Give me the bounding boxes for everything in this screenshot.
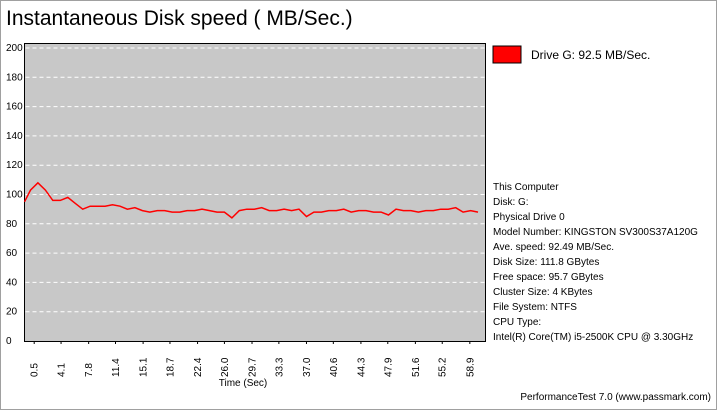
- x-tick-label: 18.7: [165, 357, 176, 377]
- x-tick-label: 44.3: [356, 357, 367, 377]
- y-tick-label: 160: [6, 102, 23, 113]
- x-tick-label: 22.4: [193, 357, 204, 377]
- x-tick-label: 40.6: [329, 357, 340, 377]
- data-line: [23, 181, 479, 219]
- info-line: Disk: G:: [493, 197, 529, 208]
- x-axis-label: Time (Sec): [219, 378, 268, 389]
- y-tick-label: 180: [6, 72, 23, 83]
- x-tick-label: 15.1: [139, 357, 150, 377]
- x-tick-label: 11.4: [111, 358, 122, 377]
- x-tick-label: 33.3: [274, 357, 285, 377]
- x-tick-label: 55.2: [438, 357, 449, 377]
- plot-area: [24, 43, 486, 342]
- info-line: Disk Size: 111.8 GBytes: [493, 257, 599, 268]
- x-tick-label: 7.8: [84, 363, 95, 377]
- y-tick-label: 100: [6, 190, 23, 201]
- info-line: This Computer: [493, 182, 559, 193]
- x-tick-label: 26.0: [220, 357, 231, 377]
- info-line: Ave. speed: 92.49 MB/Sec.: [493, 242, 614, 253]
- legend-label: Drive G: 92.5 MB/Sec.: [531, 48, 650, 62]
- y-tick-label: 40: [6, 277, 18, 288]
- x-tick-label: 58.9: [465, 357, 476, 377]
- chart-title: Instantaneous Disk speed ( MB/Sec.): [6, 7, 353, 30]
- y-tick-label: 80: [6, 219, 18, 230]
- x-tick-label: 37.0: [302, 357, 313, 377]
- legend-swatch: [492, 45, 522, 64]
- info-line: Intel(R) Core(TM) i5-2500K CPU @ 3.30GHz: [493, 332, 693, 343]
- y-tick-label: 120: [6, 160, 23, 171]
- footer: PerformanceTest 7.0 (www.passmark.com): [520, 392, 711, 403]
- y-tick-label: 0: [6, 336, 12, 347]
- info-line: CPU Type:: [493, 317, 541, 328]
- y-tick-label: 20: [6, 307, 18, 318]
- x-tick-label: 47.9: [383, 357, 394, 377]
- x-tick-label: 29.7: [248, 357, 259, 377]
- x-tick-label: 0.5: [30, 363, 41, 377]
- y-tick-label: 140: [6, 131, 23, 142]
- info-line: Cluster Size: 4 KBytes: [493, 287, 592, 298]
- info-line: Free space: 95.7 GBytes: [493, 272, 604, 283]
- info-line: Physical Drive 0: [493, 212, 565, 223]
- x-tick-label: 4.1: [57, 363, 68, 377]
- info-line: Model Number: KINGSTON SV300S37A120G: [493, 227, 698, 238]
- y-tick-label: 200: [6, 43, 23, 54]
- info-line: File System: NTFS: [493, 302, 577, 313]
- x-tick-label: 51.6: [411, 357, 422, 377]
- y-tick-label: 60: [6, 248, 18, 259]
